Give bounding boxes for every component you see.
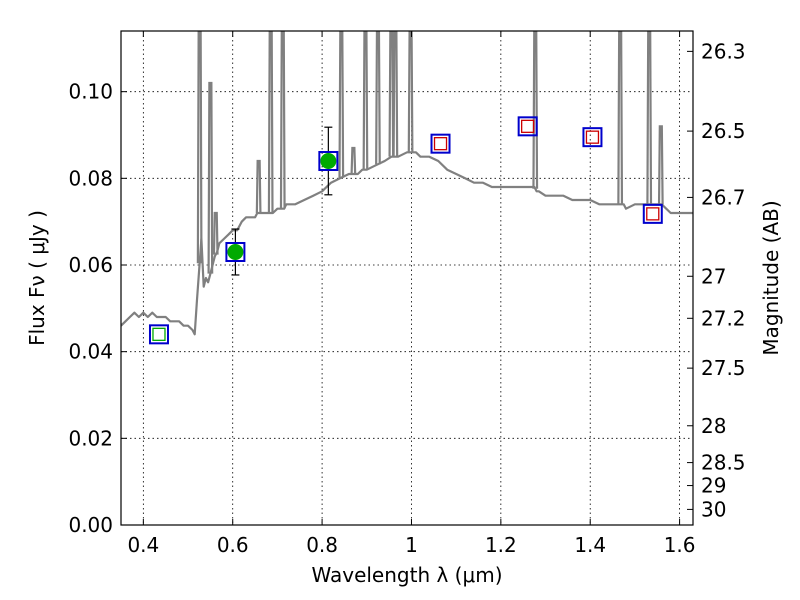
upper-limit-marker	[646, 207, 660, 221]
emission-line-spike	[657, 125, 664, 205]
model-spectrum-line	[121, 151, 693, 336]
y-axis-label: Flux Fν ( μJy )	[25, 210, 49, 346]
x-axis-label: Wavelength λ (μm)	[311, 563, 502, 587]
x-axis-ticks: 0.4 0.6 0.8 1 1.2 1.4 1.6	[127, 31, 696, 557]
emission-line-spike	[196, 31, 203, 264]
emission-line-spike	[617, 31, 624, 205]
upper-limit-marker	[521, 119, 535, 133]
observed-flux-point	[227, 244, 244, 260]
emission-line-spike	[375, 31, 381, 165]
right-tick-label: 26.5	[701, 119, 746, 143]
emission-line-spike	[212, 211, 219, 255]
emission-line-spike	[388, 31, 395, 157]
y-tick-label: 0.00	[68, 513, 113, 537]
y-tick-label: 0.10	[68, 80, 113, 104]
right-axis-label: Magnitude (AB)	[759, 200, 783, 355]
y-tick-label: 0.06	[68, 253, 113, 277]
emission-line-spike	[279, 31, 286, 209]
x-tick-label: 0.6	[217, 533, 249, 557]
model-photometry-point	[642, 203, 663, 224]
model-photometry-point	[517, 116, 538, 137]
x-tick-label: 0.8	[306, 533, 338, 557]
upper-limit-marker	[585, 130, 600, 144]
emission-line-spike	[255, 159, 262, 214]
model-spectrum-layer	[121, 31, 693, 336]
emission-line-spike	[392, 31, 399, 157]
emission-line-spike	[207, 81, 214, 274]
x-tick-label: 1	[405, 533, 418, 557]
model-photometry-point	[582, 127, 603, 148]
upper-limit-marker	[152, 327, 166, 341]
right-tick-label: 27	[701, 264, 726, 288]
right-tick-label: 29	[701, 474, 726, 498]
model-photometry-point	[225, 242, 246, 262]
right-tick-label: 28.5	[701, 451, 746, 475]
right-tick-label: 26.7	[701, 185, 746, 209]
y-tick-label: 0.08	[68, 166, 113, 190]
right-tick-label: 27.2	[701, 306, 746, 330]
upper-limit-marker	[433, 137, 448, 151]
x-tick-label: 1.6	[664, 533, 696, 557]
photometry-layer	[148, 116, 663, 345]
x-tick-label: 1.4	[574, 533, 606, 557]
y-tick-label: 0.02	[68, 426, 113, 450]
right-tick-label: 30	[701, 497, 726, 521]
plot-frame	[120, 30, 694, 526]
y-tick-label: 0.04	[68, 340, 113, 364]
x-tick-label: 1.2	[485, 533, 517, 557]
emission-line-spike	[362, 31, 369, 170]
model-photometry-point	[148, 324, 169, 345]
right-tick-label: 28	[701, 414, 726, 438]
emission-line-spike	[646, 31, 653, 205]
emission-line-spike	[350, 146, 357, 175]
right-tick-label: 27.5	[701, 356, 746, 380]
emission-line-spike	[532, 31, 539, 189]
model-photometry-point	[318, 151, 339, 171]
emission-line-spike	[338, 31, 345, 178]
model-photometry-point	[430, 133, 451, 154]
observed-flux-point	[320, 153, 337, 169]
y-axis-ticks: 0.00 0.02 0.04 0.06 0.08 0.10	[68, 80, 127, 537]
emission-line-spike	[267, 31, 274, 214]
right-tick-label: 26.3	[701, 39, 746, 63]
emission-line-spike	[407, 31, 414, 153]
x-tick-label: 0.4	[127, 533, 159, 557]
